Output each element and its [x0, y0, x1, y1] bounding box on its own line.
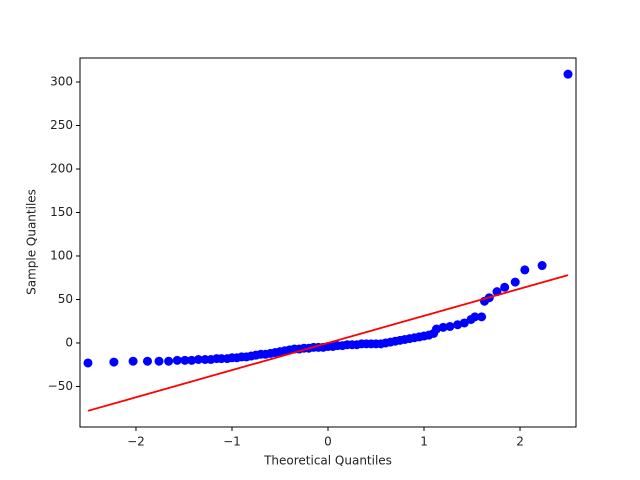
point [563, 69, 573, 79]
x-tick-label: 0 [324, 435, 332, 449]
x-axis-label: Theoretical Quantiles [263, 454, 392, 468]
point [445, 321, 455, 331]
y-tick-label: 300 [50, 75, 73, 89]
x-tick-label: 2 [516, 435, 524, 449]
point [142, 356, 152, 366]
plot-frame [79, 57, 577, 428]
y-tick-label: 150 [50, 205, 73, 219]
point [154, 356, 164, 366]
point [537, 261, 547, 271]
y-tick-label: −50 [48, 379, 73, 393]
x-tick-label: 1 [420, 435, 428, 449]
point [83, 358, 93, 368]
x-tick-label: −2 [127, 435, 145, 449]
point [109, 357, 119, 367]
point [187, 355, 197, 365]
y-tick-label: 100 [50, 248, 73, 262]
point [128, 356, 138, 366]
point [172, 355, 182, 365]
point [520, 265, 530, 275]
point [193, 354, 203, 364]
point [510, 277, 520, 287]
y-tick-label: 0 [65, 335, 73, 349]
point [164, 356, 174, 366]
point [500, 282, 510, 292]
point [459, 318, 469, 328]
reference-line [87, 274, 569, 412]
y-tick-label: 50 [58, 292, 73, 306]
y-tick-label: 250 [50, 118, 73, 132]
x-tick-label: −1 [223, 435, 241, 449]
point [470, 312, 480, 322]
point [180, 355, 190, 365]
point [438, 322, 448, 332]
y-tick-label: 200 [50, 161, 73, 175]
y-axis-label: Sample Quantiles [25, 189, 39, 295]
point [477, 312, 487, 322]
